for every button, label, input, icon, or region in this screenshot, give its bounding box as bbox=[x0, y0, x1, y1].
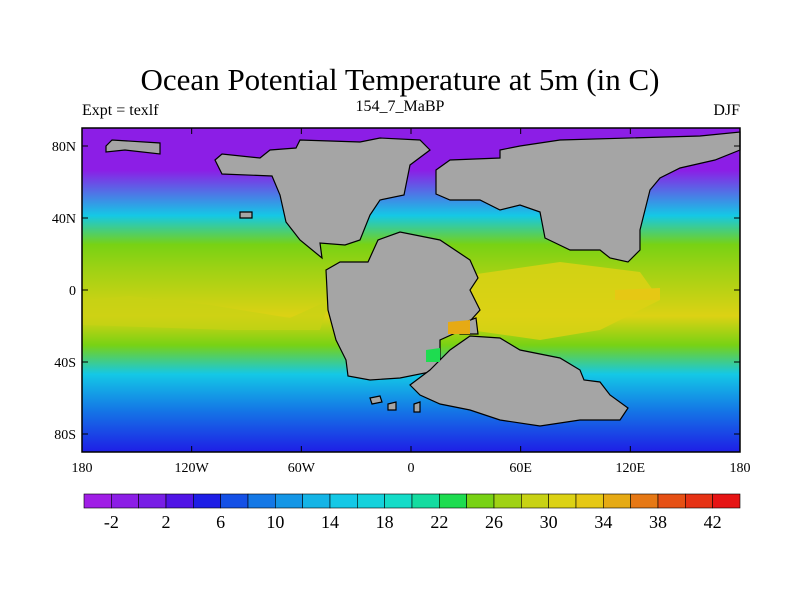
coastal-warm-spot bbox=[448, 320, 470, 334]
coastal-green-spot bbox=[426, 348, 440, 362]
x-tick-label: 120E bbox=[616, 461, 646, 476]
colorbar-label: 34 bbox=[594, 512, 612, 532]
colorbar-label: 18 bbox=[376, 512, 394, 532]
experiment-label: Expt = texlf bbox=[82, 102, 159, 119]
colorbar-swatch bbox=[603, 493, 631, 509]
colorbar-label: 14 bbox=[321, 512, 339, 532]
colorbar-swatch bbox=[247, 493, 276, 509]
colorbar-label: 38 bbox=[649, 512, 667, 532]
colorbar-swatch bbox=[521, 493, 549, 509]
arctic-island-west bbox=[105, 139, 161, 155]
y-tick-label: 40S bbox=[54, 356, 76, 371]
northern-continent-east bbox=[435, 131, 741, 263]
colorbar-swatch bbox=[657, 493, 686, 509]
colorbar-swatch bbox=[193, 493, 221, 509]
x-tick-label: 180 bbox=[730, 461, 751, 476]
colorbar: -2 2 6 10 14 18 22 26 30 34 38 42 bbox=[83, 493, 741, 532]
colorbar-label: 10 bbox=[266, 512, 284, 532]
colorbar-label: 2 bbox=[162, 512, 171, 532]
y-tick-label: 40N bbox=[52, 212, 76, 227]
colorbar-label: 42 bbox=[704, 512, 722, 532]
warm-band-west bbox=[82, 296, 330, 330]
colorbar-swatch bbox=[357, 493, 385, 509]
warm-spot bbox=[615, 288, 660, 300]
season-label: DJF bbox=[713, 102, 740, 119]
colorbar-swatch bbox=[329, 493, 358, 509]
chart-title: Ocean Potential Temperature at 5m (in C) bbox=[140, 62, 660, 97]
island-small-1 bbox=[387, 401, 397, 411]
land-masses bbox=[105, 131, 741, 427]
colorbar-label: 22 bbox=[430, 512, 448, 532]
colorbar-label: 26 bbox=[485, 512, 503, 532]
x-tick-label: 180 bbox=[72, 461, 93, 476]
y-tick-label: 0 bbox=[69, 284, 76, 299]
map-panel bbox=[81, 127, 741, 453]
subtitle-label: 154_7_MaBP bbox=[355, 98, 445, 115]
y-tick-label: 80S bbox=[54, 428, 76, 443]
island-small-2 bbox=[413, 401, 421, 413]
northern-continent-west bbox=[214, 137, 431, 260]
warm-pool-east bbox=[470, 262, 660, 340]
x-tick-label: 120W bbox=[175, 461, 210, 476]
island-small-3 bbox=[369, 395, 383, 405]
x-tick-label: 60W bbox=[288, 461, 316, 476]
colorbar-swatch bbox=[275, 493, 303, 509]
colorbar-swatch bbox=[411, 493, 440, 509]
colorbar-swatch bbox=[630, 493, 659, 509]
colorbar-label: 6 bbox=[216, 512, 225, 532]
x-tick-label: 0 bbox=[408, 461, 415, 476]
colorbar-swatch bbox=[493, 493, 522, 509]
colorbar-swatch bbox=[302, 493, 331, 509]
colorbar-swatch bbox=[575, 493, 604, 509]
colorbar-swatch bbox=[712, 493, 741, 509]
x-tick-label: 60E bbox=[509, 461, 532, 476]
colorbar-swatch bbox=[111, 493, 139, 509]
x-axis: 180 120W 60W 0 60E 120E 180 bbox=[72, 128, 751, 476]
y-axis: 80N 40N 0 40S 80S bbox=[52, 140, 740, 443]
y-tick-label: 80N bbox=[52, 140, 76, 155]
southern-continent-east bbox=[409, 335, 629, 427]
colorbar-label: 30 bbox=[540, 512, 558, 532]
island-small-4 bbox=[239, 211, 253, 219]
colorbar-swatch bbox=[685, 493, 713, 509]
colorbar-label: -2 bbox=[104, 512, 119, 532]
colorbar-swatch bbox=[548, 493, 577, 509]
colorbar-swatch bbox=[439, 493, 467, 509]
colorbar-swatch bbox=[220, 493, 249, 509]
colorbar-swatch bbox=[466, 493, 495, 509]
colorbar-swatch bbox=[138, 493, 167, 509]
colorbar-swatch bbox=[384, 493, 413, 509]
colorbar-swatch bbox=[165, 493, 194, 509]
colorbar-swatch bbox=[83, 493, 112, 509]
